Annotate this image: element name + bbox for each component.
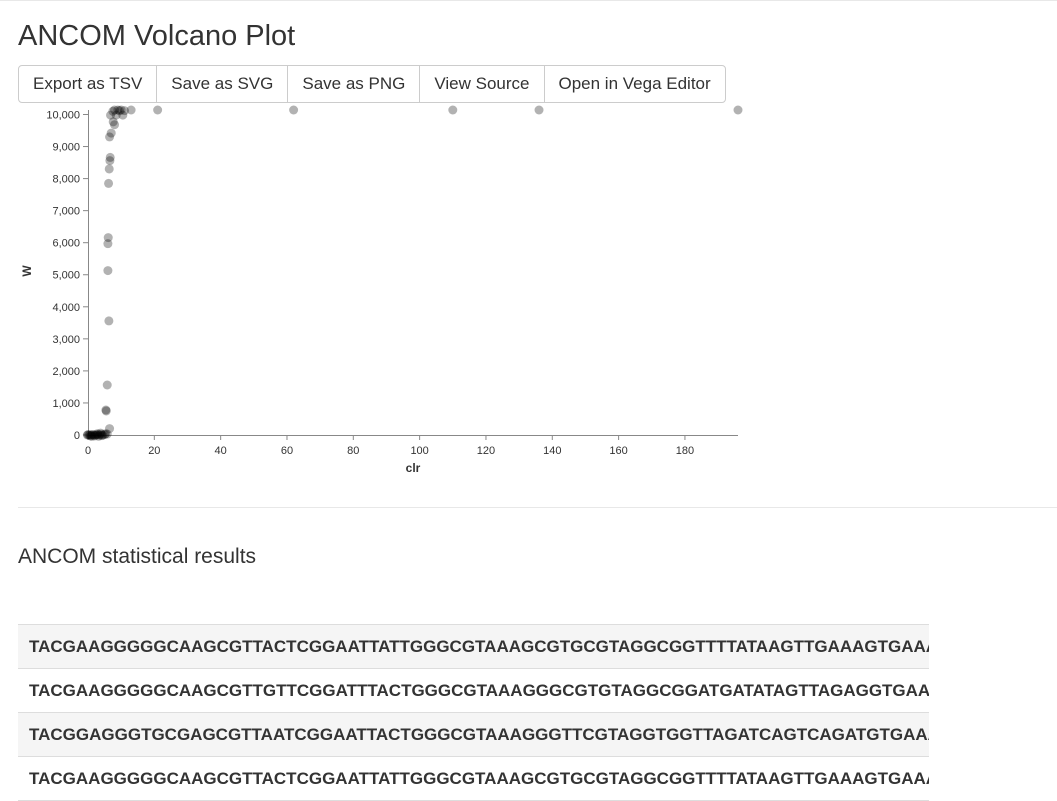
data-point (92, 429, 102, 439)
table-row: TACGAAGGGGGCAAGCGTTACTCGGAATTATTGGGCGTAA… (18, 625, 929, 669)
data-point (89, 430, 99, 440)
data-point (101, 406, 111, 416)
data-point (115, 106, 125, 116)
data-point (103, 239, 113, 249)
data-point (110, 105, 120, 115)
y-tick-label: 5,000 (52, 270, 80, 282)
y-tick-label: 1,000 (52, 398, 80, 410)
x-tick-label: 140 (543, 445, 561, 457)
data-point (104, 178, 114, 188)
data-point (100, 430, 110, 440)
data-point (110, 120, 120, 130)
x-tick-label: 120 (477, 445, 495, 457)
table-row: TACGAAGGGGGCAAGCGTTGTTCGGATTTACTGGGCGTAA… (18, 669, 929, 713)
data-point (534, 105, 544, 115)
x-axis: 0 20 40 60 80 100 120 140 160 180 (85, 435, 738, 457)
data-point (94, 431, 104, 441)
save-png-button[interactable]: Save as PNG (287, 65, 421, 103)
y-tick-label: 6,000 (52, 238, 80, 250)
data-point (108, 117, 118, 127)
y-tick-label: 8,000 (52, 174, 80, 186)
data-point (87, 431, 97, 441)
data-point (116, 105, 126, 115)
data-point (113, 105, 123, 115)
save-svg-button[interactable]: Save as SVG (156, 65, 289, 103)
data-point (153, 105, 163, 115)
data-point (103, 266, 113, 276)
data-point (83, 430, 93, 440)
data-point (119, 106, 129, 116)
y-tick-label: 4,000 (52, 302, 80, 314)
data-point (82, 430, 92, 440)
x-tick-label: 80 (347, 445, 359, 457)
data-point (88, 430, 98, 440)
data-point (111, 110, 121, 120)
x-tick-label: 40 (215, 445, 227, 457)
open-vega-editor-button[interactable]: Open in Vega Editor (543, 65, 726, 103)
table-row: TACGAAGGGGGCAAGCGTTACTCGGAATTATTGGGCGTAA… (18, 757, 929, 801)
x-axis-label: clr (406, 461, 421, 475)
data-point (93, 430, 103, 440)
data-point (126, 105, 136, 115)
data-point (101, 405, 111, 415)
data-point (105, 152, 115, 162)
y-tick-label: 10,000 (46, 109, 80, 121)
data-point (101, 429, 111, 439)
data-point (86, 430, 96, 440)
data-point (289, 105, 299, 115)
view-source-button[interactable]: View Source (419, 65, 545, 103)
data-point (92, 430, 102, 440)
section-divider (18, 507, 1057, 508)
table-row: TACGGAGGGTGCGAGCGTTAATCGGAATTACTGGGCGTAA… (18, 713, 929, 757)
data-point (733, 105, 743, 115)
data-point (104, 316, 114, 326)
data-point (102, 429, 112, 439)
data-point (84, 430, 94, 440)
data-point (86, 431, 96, 441)
export-button-group: Export as TSV Save as SVG Save as PNG Vi… (18, 65, 726, 103)
data-point (102, 380, 112, 390)
data-point (98, 430, 108, 440)
export-tsv-button[interactable]: Export as TSV (18, 65, 158, 103)
data-point (106, 128, 116, 138)
top-border (0, 0, 1057, 1)
volcano-plot: 0 1,000 2,000 3,000 4,000 5,000 6,000 7,000 8,00… (20, 105, 743, 475)
data-point (90, 430, 100, 440)
y-tick-label: 3,000 (52, 334, 80, 346)
x-tick-label: 20 (148, 445, 160, 457)
data-points (82, 105, 743, 441)
y-axis: 0 1,000 2,000 3,000 4,000 5,000 6,000 7,000 8,00… (46, 109, 89, 442)
data-point (448, 105, 458, 115)
section-title: ANCOM statistical results (18, 545, 257, 568)
data-point (96, 428, 106, 438)
data-point (106, 110, 116, 120)
data-point (105, 156, 115, 166)
x-tick-label: 100 (410, 445, 428, 457)
y-tick-label: 0 (74, 430, 80, 442)
data-point (103, 233, 113, 243)
data-point (95, 430, 105, 440)
page-title: ANCOM Volcano Plot (18, 20, 296, 52)
data-point (96, 429, 106, 439)
y-tick-label: 2,000 (52, 366, 80, 378)
x-tick-label: 60 (281, 445, 293, 457)
x-tick-label: 180 (676, 445, 694, 457)
results-table: TACGAAGGGGGCAAGCGTTACTCGGAATTATTGGGCGTAA… (18, 624, 929, 801)
data-point (97, 431, 107, 441)
data-point (105, 132, 115, 142)
y-axis-label: W (20, 265, 34, 277)
data-point (108, 106, 118, 116)
x-tick-label: 0 (85, 445, 91, 457)
data-point (104, 164, 114, 174)
y-tick-label: 7,000 (52, 206, 80, 218)
y-tick-label: 9,000 (52, 142, 80, 154)
data-point (105, 424, 115, 434)
data-point (90, 431, 100, 441)
x-tick-label: 160 (609, 445, 627, 457)
data-point (85, 430, 95, 440)
data-point (118, 110, 128, 120)
